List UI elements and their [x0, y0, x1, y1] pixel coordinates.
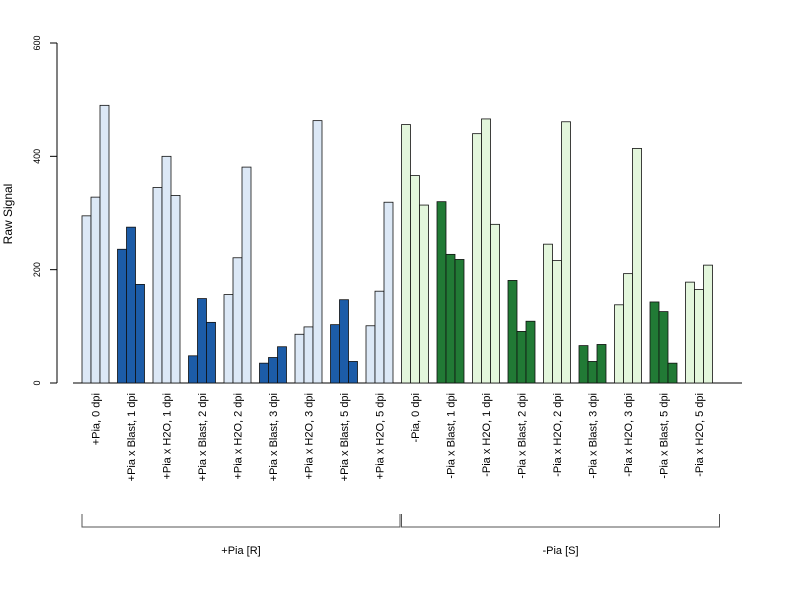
bar: [472, 133, 482, 384]
x-tick-label: +Pia x Blast, 3 dpi: [268, 393, 280, 481]
y-tick-label: 600: [32, 35, 42, 50]
bar: [703, 264, 713, 384]
x-tick-label: -Pia x Blast, 1 dpi: [446, 393, 458, 479]
bar: [694, 289, 704, 384]
bar: [685, 281, 695, 384]
bar: [401, 124, 411, 384]
group-label: -Pia [S]: [542, 545, 578, 557]
bar: [516, 331, 527, 384]
group-label: +Pia [R]: [221, 545, 260, 557]
x-tick-label: -Pia x Blast, 5 dpi: [659, 393, 671, 479]
x-tick-label: +Pia x H2O, 5 dpi: [375, 393, 387, 480]
bar: [632, 147, 642, 384]
bar: [152, 187, 163, 384]
group-brackets: +Pia [R] -Pia [S]: [81, 514, 720, 557]
x-tick-label: +Pia x H2O, 1 dpi: [162, 393, 174, 480]
bar: [126, 226, 136, 384]
x-tick-label: +Pia x H2O, 3 dpi: [304, 393, 316, 480]
y-tick-label: 200: [32, 262, 42, 277]
bar: [197, 298, 207, 384]
bar: [365, 325, 376, 384]
group-bracket: [401, 514, 720, 528]
x-tick-label: -Pia x H2O, 1 dpi: [481, 393, 493, 477]
bar: [436, 201, 447, 384]
x-tick-label: +Pia x Blast, 5 dpi: [339, 393, 351, 481]
bar: [383, 201, 394, 384]
y-axis: 0 200 400 600: [32, 35, 58, 386]
bar: [330, 324, 340, 384]
bar: [454, 259, 465, 384]
bars-layer: [81, 104, 713, 384]
bar: [445, 253, 456, 384]
bar: [241, 166, 252, 384]
x-tick-label: +Pia x Blast, 2 dpi: [197, 393, 209, 481]
bar: [507, 280, 518, 384]
x-tick-label: -Pia, 0 dpi: [410, 393, 422, 443]
x-tick-label: -Pia x H2O, 2 dpi: [552, 393, 564, 477]
y-tick-label: 400: [32, 149, 42, 164]
bar: [170, 195, 181, 384]
bar: [135, 283, 145, 384]
bar: [543, 243, 553, 384]
bar: [667, 362, 678, 384]
bar: [348, 361, 358, 384]
x-tick-label: -Pia x H2O, 3 dpi: [623, 393, 635, 477]
bar: [99, 104, 110, 384]
bar: [587, 361, 598, 384]
bar: [410, 175, 420, 384]
bar: [303, 326, 314, 384]
bar: [259, 362, 269, 384]
bar: [419, 204, 429, 384]
x-tick-label: +Pia x H2O, 2 dpi: [233, 393, 245, 480]
bar: [277, 346, 287, 384]
bar: [614, 304, 624, 384]
bar: [81, 215, 92, 384]
bar: [268, 357, 278, 384]
bar: [658, 311, 669, 384]
x-tick-label: -Pia x Blast, 2 dpi: [517, 393, 529, 479]
y-axis-label: Raw Signal: [1, 184, 15, 245]
bar: [596, 344, 607, 384]
bar: [561, 121, 571, 384]
bar: [525, 320, 536, 384]
bar: [623, 273, 633, 384]
x-tick-labels: +Pia, 0 dpi +Pia x Blast, 1 dpi +Pia x H2O…: [91, 393, 707, 481]
bar: [649, 301, 660, 384]
x-tick-label: +Pia x Blast, 1 dpi: [126, 393, 138, 481]
x-tick-label: -Pia x Blast, 3 dpi: [588, 393, 600, 479]
bar: [117, 248, 127, 384]
bar: [223, 294, 234, 384]
bar: [294, 333, 305, 384]
x-tick-label: -Pia x H2O, 5 dpi: [694, 393, 706, 477]
bar: [339, 299, 349, 384]
bar: [374, 290, 385, 384]
x-tick-label: +Pia, 0 dpi: [91, 393, 103, 445]
bar: [188, 355, 198, 384]
bar: [312, 120, 323, 384]
bar: [90, 196, 101, 384]
group-bracket: [81, 514, 401, 528]
bar: [481, 118, 491, 384]
bar: [578, 345, 589, 384]
bar: [552, 260, 562, 384]
bar: [232, 257, 243, 384]
bar: [161, 155, 172, 384]
y-tick-label: 0: [32, 380, 42, 385]
bar: [206, 321, 216, 384]
bar: [490, 223, 500, 384]
